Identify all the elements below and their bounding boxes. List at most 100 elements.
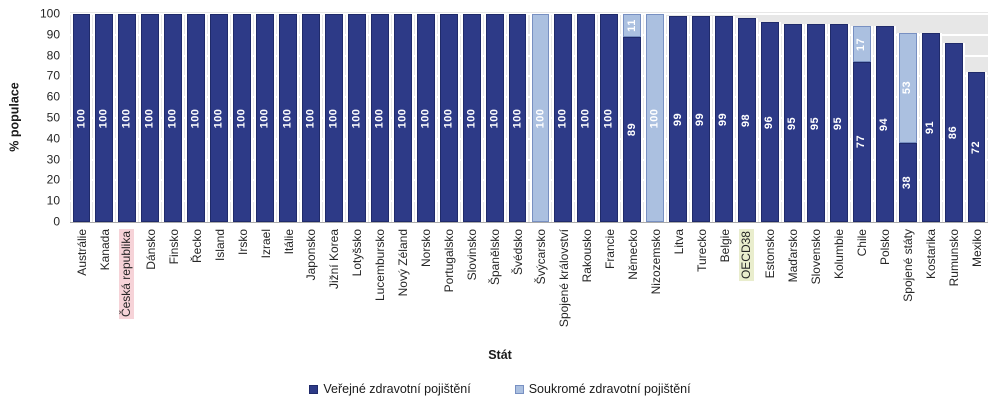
x-category-label-text: Turecko	[694, 229, 709, 272]
public-insurance-swatch-icon	[309, 384, 319, 394]
y-tick-label: 20	[46, 172, 60, 187]
x-category-label-text: Nový Zéland	[396, 229, 411, 297]
x-category-label-text: Jižní Korea	[327, 229, 342, 290]
x-category-label-text: Rakousko	[579, 229, 594, 283]
bar-value-label: 91	[924, 120, 937, 134]
bar-segment-public: 100	[370, 14, 389, 222]
bar-value-label: 100	[556, 108, 569, 128]
bar-value-label: 95	[786, 116, 799, 130]
bar-segment-public: 95	[783, 24, 802, 222]
bar-value-label: 100	[648, 108, 661, 128]
bar-value-label: 53	[901, 81, 914, 95]
bar-segment-public: 100	[508, 14, 527, 222]
bar-value-label: 89	[625, 122, 638, 137]
bar-value-label: 100	[465, 108, 478, 128]
bar-segment-public: 91	[921, 32, 940, 222]
y-tick-label: 40	[46, 131, 60, 146]
bar-value-label: 99	[671, 112, 684, 126]
bar-value-label: 100	[602, 108, 615, 128]
x-category-label-text: Kolumbie	[832, 229, 847, 280]
legend-label-private: Soukromé zdravotní pojištění	[528, 382, 691, 396]
y-tick-label: 50	[46, 110, 60, 125]
bar-segment-public: 100	[577, 14, 596, 222]
bar-value-label: 100	[373, 108, 386, 128]
x-category-label-text: Česká republika	[118, 229, 134, 320]
bar-segment-public: 100	[233, 14, 252, 222]
bar-segment-public: 86	[944, 43, 963, 222]
bar-segment-public: 94	[875, 26, 894, 222]
bar-value-label: 77	[855, 135, 868, 149]
bar-segment-private: 100	[646, 14, 665, 222]
y-axis: 0 10 20 30 40 50 60 70 80 90 100	[0, 7, 62, 228]
bar-value-label: 11	[625, 19, 638, 32]
x-category-label-text: Kanada	[97, 229, 112, 271]
bar-segment-private: 53	[898, 32, 917, 143]
y-tick-label: 10	[46, 193, 60, 208]
bar-segment-private: 17	[852, 26, 871, 62]
gridline	[70, 54, 988, 57]
bar-segment-public: 100	[187, 14, 206, 222]
bar-value-label: 100	[350, 108, 363, 128]
x-category-label-text: Spojené státy	[901, 229, 916, 302]
x-category-label-text: Spojené království	[556, 229, 571, 328]
bar-segment-public: 100	[164, 14, 183, 222]
bar-segment-public: 99	[669, 16, 688, 222]
bar-value-label: 95	[832, 116, 845, 130]
x-category-label-text: Slovinsko	[465, 229, 480, 281]
bar-value-label: 38	[901, 175, 914, 190]
x-category-label-text: Belgie	[717, 229, 732, 263]
bar-value-label: 100	[327, 108, 340, 128]
bar-value-label: 100	[442, 108, 455, 128]
bar-value-label: 100	[166, 108, 179, 128]
bar-segment-public: 100	[210, 14, 229, 222]
x-category-label-text: Japonsko	[304, 229, 319, 281]
bar-value-label: 100	[189, 108, 202, 128]
x-category-label-text: Maďarsko	[786, 229, 801, 283]
x-category-label-text: Švýcarsko	[533, 229, 548, 285]
bar-segment-public: 96	[761, 22, 779, 222]
gridline	[70, 117, 988, 119]
legend: Veřejné zdravotní pojištění Soukromé zdr…	[0, 382, 1000, 396]
bar-segment-public: 100	[141, 14, 160, 222]
bar-segment-public: 100	[302, 14, 320, 222]
y-tick-label: 70	[46, 68, 60, 83]
bar-segment-public: 100	[462, 14, 481, 222]
bar-value-label: 98	[740, 113, 753, 127]
x-category-label-text: Norsko	[419, 229, 434, 268]
bar-value-label: 100	[143, 108, 156, 128]
y-tick-label: 90	[46, 27, 60, 42]
bar-segment-public: 100	[324, 14, 343, 222]
bar-value-label: 100	[579, 108, 592, 128]
bar-value-label: 100	[281, 108, 294, 128]
gridline	[70, 200, 988, 203]
x-category-label-text: Irsko	[235, 229, 250, 256]
x-category-label-text: Dánsko	[143, 229, 158, 270]
bar-value-label: 96	[763, 115, 776, 129]
x-category-label-text: Chile	[855, 229, 870, 257]
bar-value-label: 95	[809, 116, 822, 130]
x-category-label-text: Švédsko	[511, 229, 526, 276]
y-tick-label: 80	[46, 48, 60, 63]
legend-label-public: Veřejné zdravotní pojištění	[323, 382, 471, 396]
x-category-label-text: Mexiko	[970, 229, 985, 268]
bar-segment-public: 100	[416, 14, 435, 222]
x-category-label-text: Lotyšsko	[350, 229, 365, 277]
x-category-label-text: Německo	[625, 229, 640, 280]
bar-segment-public: 100	[95, 14, 114, 222]
bar-value-label: 100	[212, 108, 225, 128]
bar-value-label: 100	[235, 108, 248, 128]
legend-item-public: Veřejné zdravotní pojištění	[309, 382, 471, 396]
x-category-label-text: Itálie	[281, 229, 296, 255]
bar-value-label: 86	[947, 125, 960, 140]
bar-segment-public: 100	[393, 14, 412, 222]
x-category-label-text: Island	[212, 229, 227, 262]
legend-item-private: Soukromé zdravotní pojištění	[514, 382, 691, 396]
bar-segment-public: 100	[72, 14, 91, 222]
bar-value-label: 72	[970, 140, 983, 154]
bar-value-label: 99	[694, 112, 707, 126]
gridline	[70, 179, 988, 182]
x-category-label-text: Lucembursko	[373, 229, 388, 302]
x-category-label-text: Estonsko	[763, 229, 778, 279]
bar-segment-public: 72	[967, 72, 986, 222]
